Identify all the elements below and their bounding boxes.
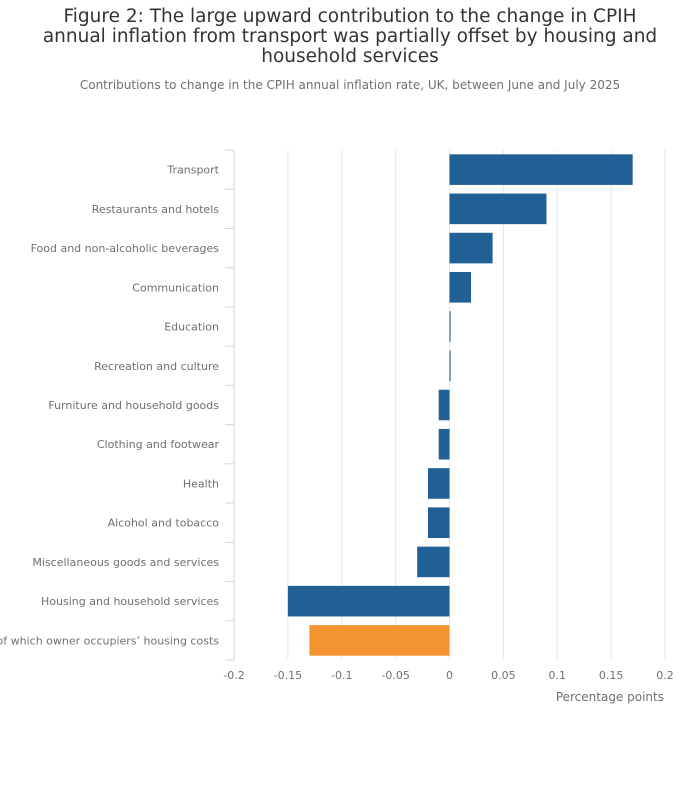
category-label: Miscellaneous goods and services	[32, 556, 219, 569]
category-label: of which owner occupiers’ housing costs	[0, 634, 219, 647]
chart-title: Figure 2: The large upward contribution …	[42, 6, 658, 67]
bar	[438, 389, 450, 421]
bar	[427, 507, 450, 538]
x-tick-label: -0.1	[331, 669, 352, 682]
x-tick-label: -0.15	[274, 669, 302, 682]
category-axis	[225, 149, 235, 661]
category-label: Communication	[132, 281, 219, 294]
bar	[449, 272, 472, 303]
x-tick-label: 0.2	[656, 669, 674, 682]
x-tick-label: -0.05	[381, 669, 409, 682]
category-label: Housing and household services	[41, 595, 219, 608]
chart-subtitle: Contributions to change in the CPIH annu…	[79, 78, 621, 92]
bar	[417, 546, 450, 578]
category-label: Furniture and household goods	[48, 399, 219, 412]
x-tick-label: 0.05	[491, 669, 516, 682]
x-tick-label: 0.15	[599, 669, 624, 682]
bar	[309, 625, 450, 656]
bar	[449, 232, 493, 264]
x-axis-tick-labels: -0.2 -0.15 -0.1 -0.05 0 0.05 0.1 0.15 0.2	[223, 669, 673, 682]
category-label: Transport	[166, 164, 219, 177]
bar	[438, 428, 450, 460]
x-tick-label: 0.1	[549, 669, 567, 682]
category-label: Education	[164, 321, 219, 334]
bar	[449, 154, 633, 185]
bar	[427, 468, 450, 499]
x-tick-label: 0	[446, 669, 453, 682]
bar	[449, 193, 547, 225]
x-axis-label: Percentage points	[556, 690, 664, 704]
bar	[449, 311, 451, 342]
bars	[287, 154, 633, 656]
category-labels: Transport Restaurants and hotels Food and …	[0, 164, 220, 648]
category-label: Alcohol and tobacco	[108, 517, 220, 530]
category-label: Clothing and footwear	[97, 438, 220, 451]
bar	[287, 585, 450, 617]
category-label: Health	[183, 477, 219, 490]
gridlines	[287, 150, 666, 660]
bar	[449, 350, 451, 382]
category-label: Restaurants and hotels	[92, 203, 219, 216]
x-tick-label: -0.2	[223, 669, 244, 682]
category-label: Recreation and culture	[94, 360, 219, 373]
category-label: Food and non-alcoholic beverages	[31, 242, 220, 255]
